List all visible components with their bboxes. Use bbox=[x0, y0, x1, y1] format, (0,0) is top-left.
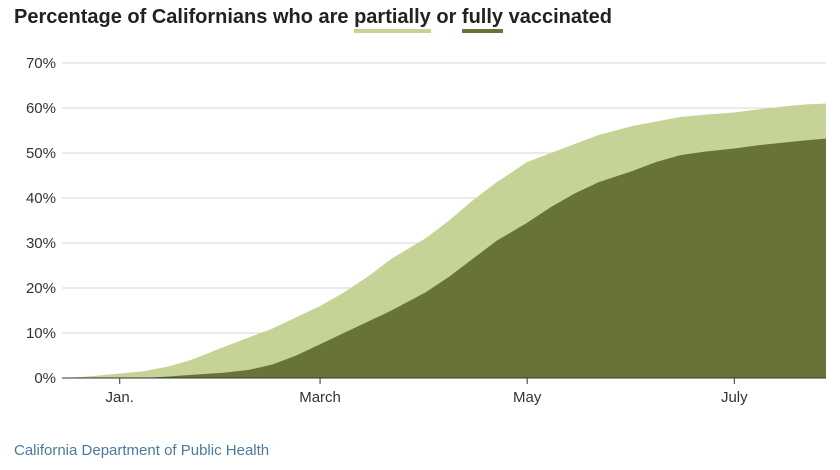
chart-areas bbox=[62, 103, 826, 378]
y-tick-label: 0% bbox=[34, 370, 56, 387]
y-tick-label: 10% bbox=[26, 325, 56, 342]
title-middle: or bbox=[430, 6, 462, 28]
title-fully-key: fully bbox=[461, 6, 504, 33]
title-prefix: Percentage of Californians who are bbox=[14, 6, 355, 28]
y-tick-label: 50% bbox=[26, 145, 56, 162]
y-tick-label: 70% bbox=[26, 55, 56, 72]
x-tick-label: July bbox=[721, 389, 748, 406]
title-suffix: vaccinated bbox=[503, 6, 612, 28]
y-tick-label: 60% bbox=[26, 100, 56, 117]
x-tick-label: March bbox=[299, 389, 341, 406]
source-credit: California Department of Public Health bbox=[14, 442, 270, 459]
area-fully bbox=[62, 138, 826, 378]
title-partially-key: partially bbox=[354, 6, 431, 33]
chart-axes: 0% 10% 20% 30% 40% 50% 60% 70% Jan. March May July bbox=[26, 55, 826, 406]
y-tick-label: 20% bbox=[26, 280, 56, 297]
chart-title: Percentage of Californians who are parti… bbox=[14, 6, 612, 33]
y-tick-label: 30% bbox=[26, 235, 56, 252]
x-tick-label: May bbox=[513, 389, 542, 406]
x-tick-label: Jan. bbox=[106, 389, 134, 406]
y-tick-label: 40% bbox=[26, 190, 56, 207]
